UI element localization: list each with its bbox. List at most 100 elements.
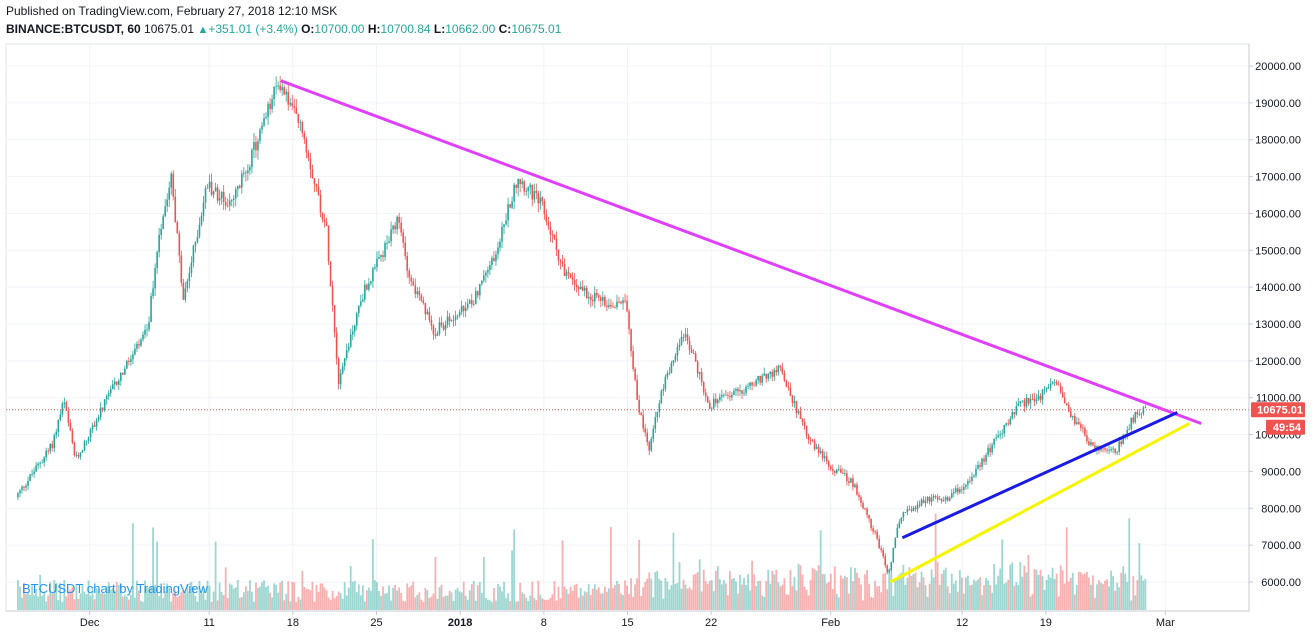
candle-body: [138, 343, 140, 346]
volume-bar: [1096, 584, 1098, 610]
candle-body: [971, 476, 973, 481]
volume-bar: [507, 593, 509, 610]
candle-body: [817, 446, 820, 454]
volume-bar: [626, 585, 628, 610]
volume-bar: [1079, 572, 1082, 610]
trendlines[interactable]: [280, 79, 1202, 584]
volume-bar: [67, 591, 70, 610]
candle-body: [39, 463, 41, 465]
candle-body: [795, 401, 798, 414]
candle-body: [791, 395, 794, 404]
volume-bar: [23, 582, 25, 610]
candle-body: [335, 332, 338, 359]
candle-body: [737, 388, 739, 392]
candle-body: [535, 190, 538, 193]
volume-bar: [89, 595, 92, 610]
candle-body: [105, 395, 108, 400]
candle-body: [727, 395, 729, 397]
high-value: 10700.84: [380, 22, 431, 36]
descending-trendline[interactable]: [280, 79, 1202, 425]
candle-body: [874, 531, 876, 533]
volume-bar: [222, 595, 225, 610]
candle-body: [969, 480, 971, 482]
volume-bar: [378, 590, 380, 610]
volume-bar: [418, 592, 421, 610]
volume-bar: [1003, 583, 1006, 610]
tradingview-watermark[interactable]: BTCUSDT chart by TradingView: [22, 581, 208, 596]
volume-bar: [1059, 565, 1062, 610]
volume-bar: [741, 584, 743, 610]
support-trendline-yellow[interactable]: [889, 422, 1190, 584]
x-tick-label: 18: [287, 617, 299, 629]
candle-body: [81, 450, 84, 453]
volume-bar: [238, 597, 241, 610]
candle-body: [120, 373, 122, 381]
volume-bar: [827, 581, 830, 610]
volume-bar: [283, 600, 286, 610]
volume-bar: [1081, 574, 1084, 610]
candle-body: [236, 185, 239, 190]
candle-body: [993, 438, 995, 445]
volume-bar: [848, 593, 850, 610]
volume-bar: [242, 592, 245, 610]
volume-bar: [460, 592, 463, 610]
volume-bar: [456, 587, 459, 610]
candle-body: [71, 430, 74, 443]
symbol-name[interactable]: BINANCE:BTCUSDT, 60: [6, 22, 141, 36]
candle-body: [1112, 448, 1114, 450]
candle-body: [291, 102, 294, 106]
candle-body: [1126, 429, 1129, 435]
volume-bar: [718, 579, 721, 610]
candle-body: [253, 141, 255, 150]
candle-body: [656, 411, 659, 418]
candle-body: [422, 300, 425, 304]
candle-body: [216, 187, 219, 201]
candle-body: [75, 455, 78, 456]
volume-bar: [1041, 576, 1044, 610]
candle-body: [45, 450, 47, 458]
candle-body: [134, 348, 136, 355]
candle-body: [928, 497, 931, 502]
candle-body: [172, 173, 175, 197]
volume-bar: [862, 600, 864, 610]
volume-bar: [1011, 562, 1014, 610]
candle-body: [636, 379, 638, 400]
candle-body: [1138, 413, 1141, 415]
volume-bar: [295, 601, 298, 610]
candle-body: [349, 334, 352, 347]
candle-body: [517, 179, 519, 188]
volume-bar: [432, 593, 435, 610]
candle-body: [662, 388, 665, 391]
support-trendline-blue[interactable]: [901, 411, 1178, 540]
candle-body: [1076, 422, 1078, 425]
volume-bar: [293, 582, 296, 610]
grid: [6, 44, 1249, 611]
candle-body: [957, 488, 959, 493]
volume-bar: [345, 595, 348, 610]
volume-bar: [230, 584, 233, 610]
volume-bar: [323, 587, 326, 610]
volume-bar: [690, 589, 693, 610]
volume-bar: [1110, 570, 1113, 610]
candle-body: [460, 306, 463, 313]
candle-body: [154, 268, 156, 289]
candle-body: [775, 370, 778, 373]
candle-body: [952, 491, 955, 494]
volume-bar: [587, 584, 590, 610]
candle-body: [821, 451, 824, 459]
y-axis[interactable]: 6000.007000.008000.009000.0010000.001100…: [1249, 61, 1301, 589]
candle-body: [420, 295, 423, 301]
volume-bar: [543, 599, 546, 610]
x-axis[interactable]: Dec 11 18 25 2018 8 15 22 Feb 12 19 Mar: [80, 611, 1175, 629]
volume-bar: [29, 595, 31, 610]
volume-bar: [109, 589, 112, 610]
candle-body: [1142, 407, 1145, 414]
candle-body: [347, 346, 350, 351]
volume-bar: [841, 578, 844, 610]
volume-bar: [63, 580, 66, 610]
volume-bar: [77, 599, 80, 610]
candle-body: [505, 220, 507, 225]
volume-bar: [944, 567, 947, 610]
candle-body: [337, 358, 340, 385]
